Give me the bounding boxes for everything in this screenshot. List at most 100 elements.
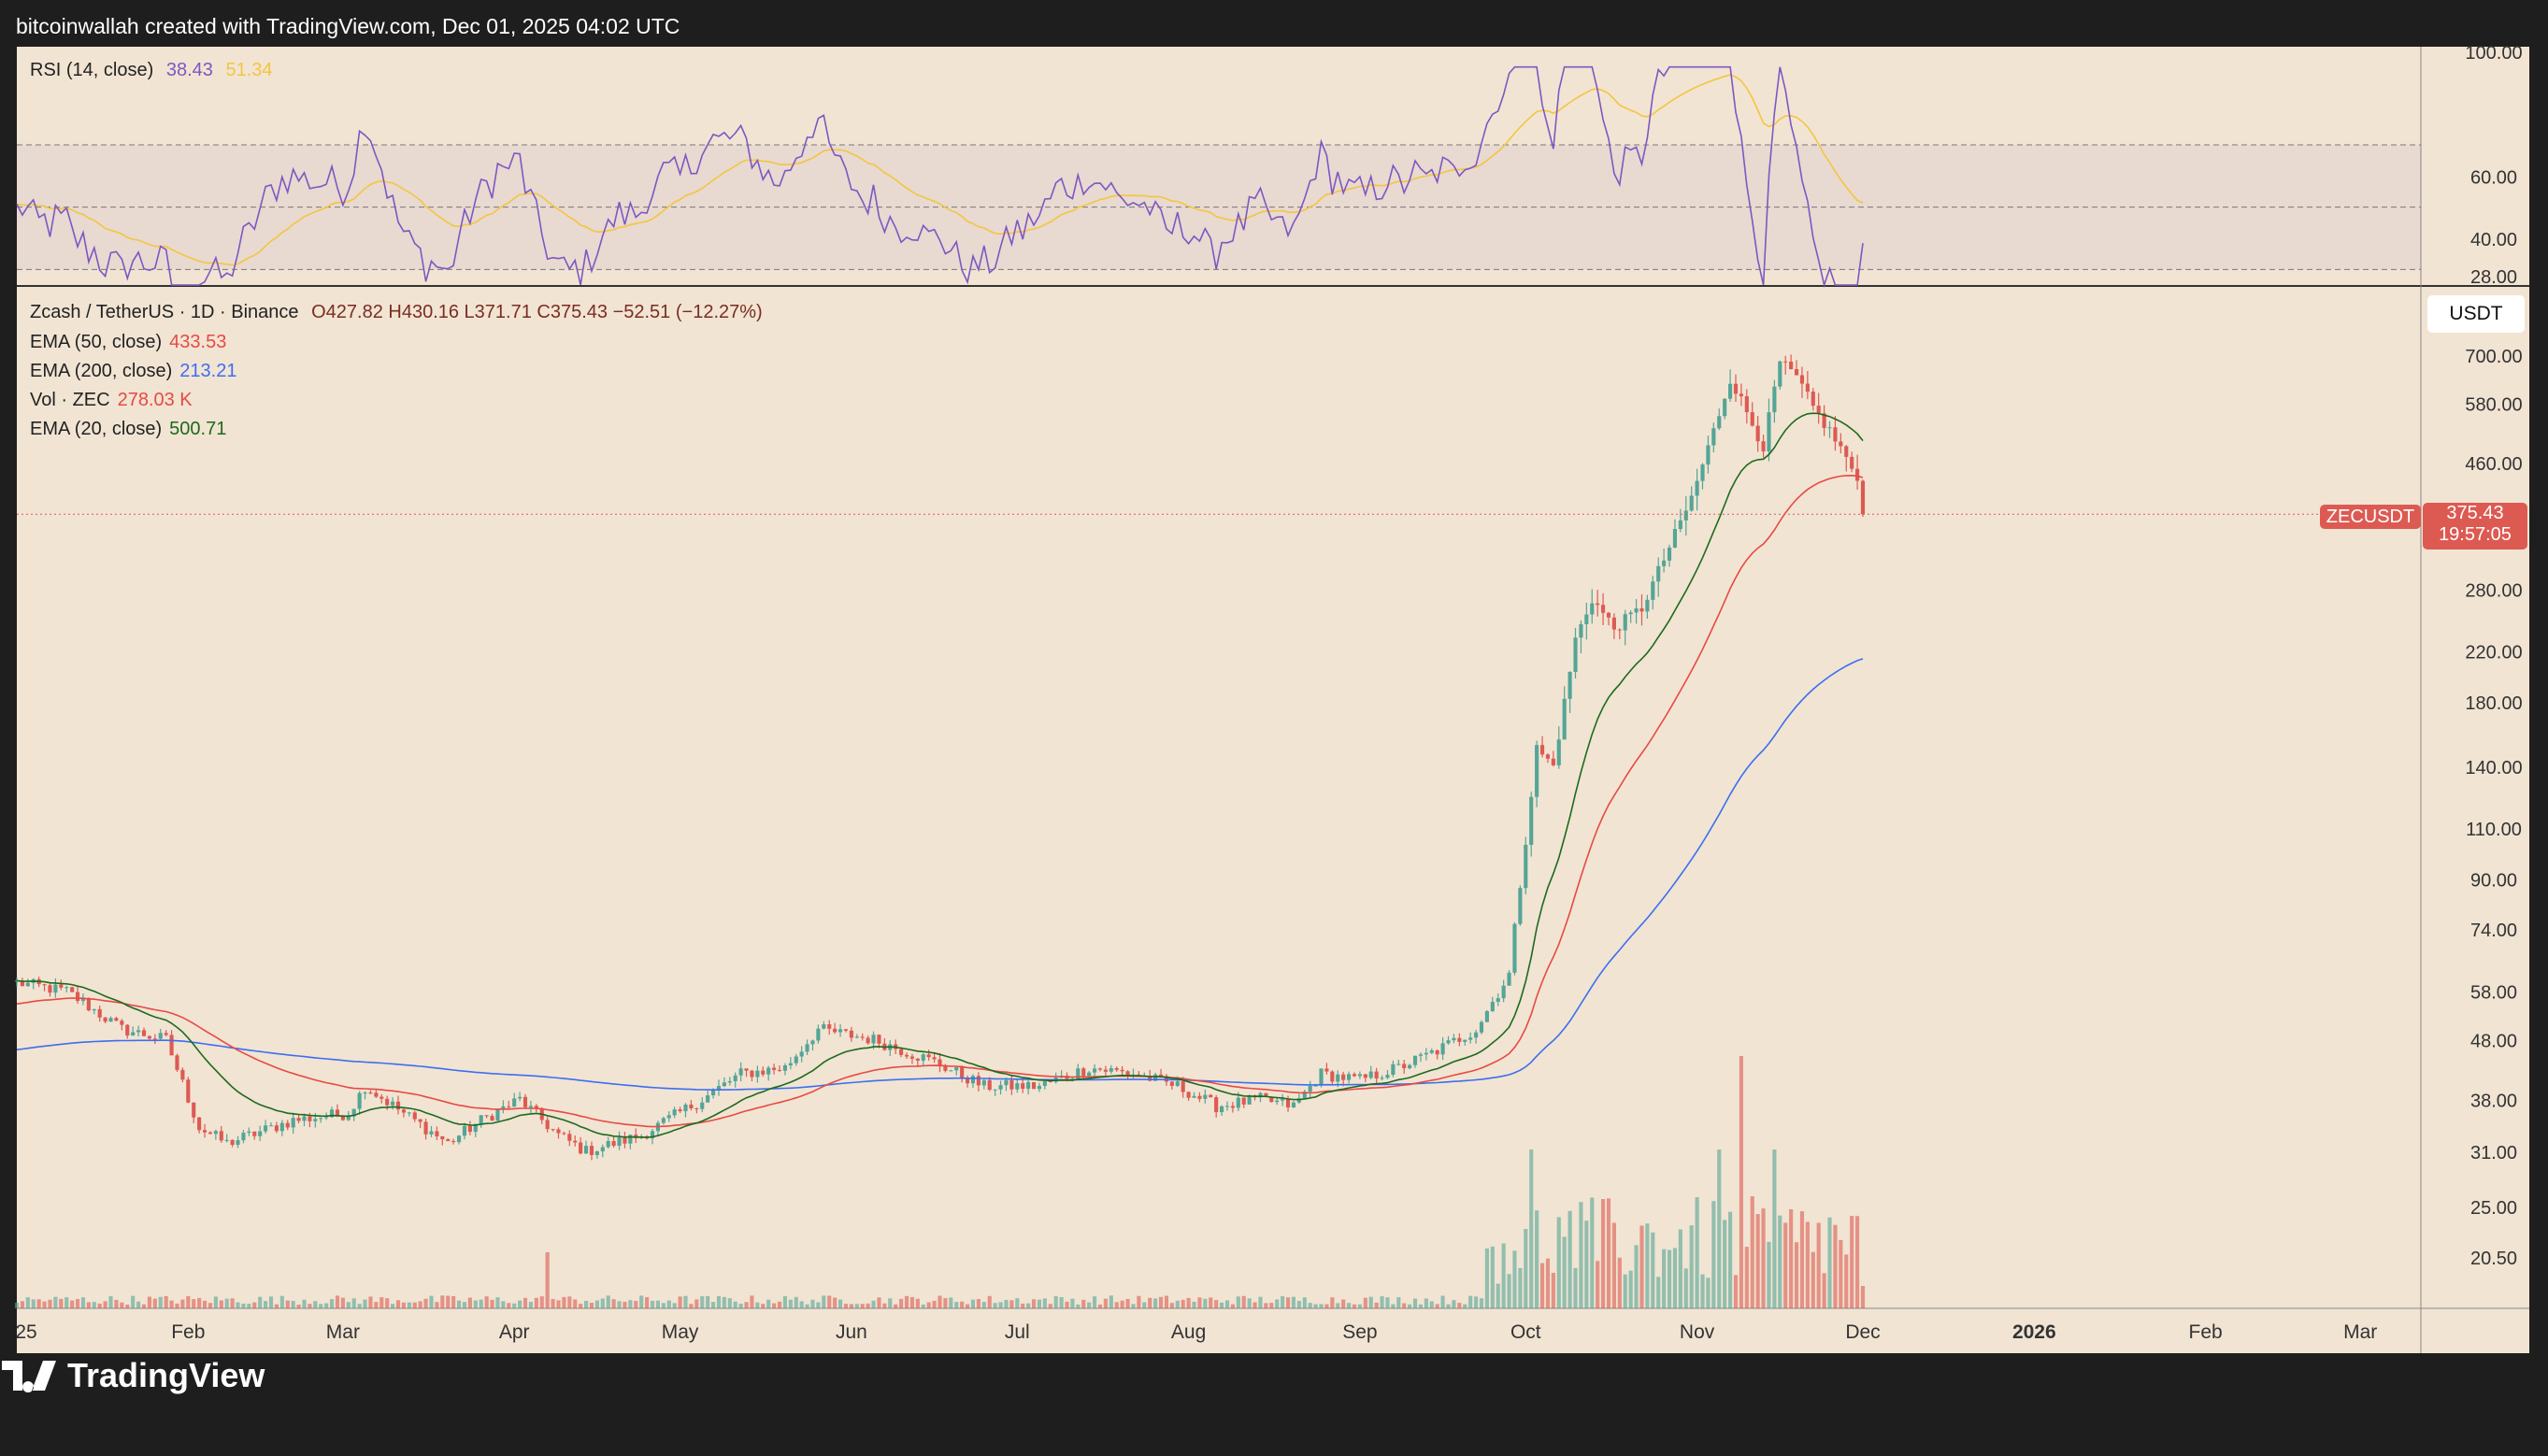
volume-bar [313,1301,318,1308]
candle-body [1009,1079,1014,1090]
volume-bar [788,1299,793,1308]
candle-body [247,1131,251,1134]
tradingview-logo[interactable]: TradingView [0,1355,2548,1401]
candle-body [1596,603,1600,606]
volume-bar [467,1297,472,1308]
volume-bar [308,1304,312,1308]
candle-body [1479,1021,1484,1033]
volume-bar [1120,1300,1124,1308]
volume-bar [1678,1229,1682,1308]
volume-bar [655,1300,660,1308]
volume-bar [1529,1149,1534,1308]
volume-bar [589,1303,594,1308]
volume-bar [1535,1210,1539,1308]
candle-body [1496,998,1500,1002]
candle-body [501,1106,506,1110]
volume-bar [1611,1222,1616,1308]
candle-body [1169,1081,1174,1086]
price-tick-label: 38.00 [2470,1091,2517,1111]
candle-body [1783,361,1788,363]
volume-bar [1037,1299,1042,1308]
price-tick-label: 90.00 [2470,871,2517,892]
candle-body [1501,985,1506,999]
volume-bar [700,1296,705,1308]
volume-bar [562,1296,566,1308]
candle-body [219,1131,223,1141]
candle-body [368,1092,373,1094]
candle-body [395,1101,401,1110]
candle-body [1606,612,1611,618]
volume-bar [1606,1198,1611,1308]
volume-bar [1308,1303,1312,1308]
candle-body [152,1038,157,1040]
candle-body [108,1018,113,1022]
candle-body [1833,427,1838,442]
price-axis-pane [2421,47,2529,1308]
volume-bar [943,1298,948,1308]
volume-bar [1109,1295,1113,1308]
candle-body [467,1125,472,1133]
volume-bar [1169,1303,1174,1308]
volume-bar [1236,1296,1240,1308]
volume-bar [374,1302,379,1308]
volume-bar [1181,1299,1185,1308]
volume-bar [1158,1296,1164,1308]
candle-body [329,1109,335,1118]
candle-body [1103,1069,1108,1072]
volume-bar [202,1300,208,1308]
volume-bar [368,1296,373,1308]
volume-bar [75,1299,80,1308]
candle-body [230,1139,235,1146]
volume-bar [446,1295,451,1308]
candle-body [960,1067,965,1078]
candle-body [1623,614,1627,631]
volume-bar [279,1295,284,1308]
candle-body [490,1116,494,1121]
price-tick-label: 700.00 [2465,347,2522,367]
volume-bar [1584,1220,1589,1308]
candle-body [1175,1081,1180,1086]
time-tick-label: Mar [326,1321,360,1343]
price-tick-label: 25.00 [2470,1198,2517,1219]
rsi-tick-label: 28.00 [2470,267,2517,288]
candle-body [738,1068,743,1076]
volume-bar [1833,1224,1838,1308]
candle-body [1662,560,1667,566]
volume-bar [1281,1295,1285,1308]
volume-bar [97,1303,102,1308]
candle-body [943,1066,948,1071]
volume-bar [490,1299,494,1308]
volume-bar [264,1301,268,1308]
volume-bar [866,1303,870,1308]
volume-bar [213,1296,218,1308]
volume-bar [1418,1304,1424,1308]
volume-bar [1368,1296,1373,1308]
volume-bar [1247,1298,1252,1308]
candle-body [1418,1054,1424,1056]
candle-body [981,1079,986,1086]
candle-body [252,1131,257,1136]
candle-body [1767,412,1771,451]
volume-bar [423,1298,428,1308]
price-chart[interactable]: 100.00 60.00 40.00 28.00 700.00 580.00 460.00 2… [0,0,2548,1355]
candle-body [192,1102,196,1118]
time-tick-label: Mar [2343,1321,2377,1343]
volume-bar [534,1297,538,1308]
currency-button[interactable]: USDT [2427,295,2525,333]
price-tick-label: 20.50 [2470,1249,2517,1269]
volume-bar [346,1302,351,1308]
candle-body [131,1032,136,1036]
volume-bar [1567,1210,1572,1308]
candle-body [1363,1074,1367,1078]
candle-body [296,1118,301,1121]
candle-body [1518,888,1523,924]
candle-body [1214,1097,1219,1113]
candle-body [1689,495,1694,511]
volume-bar [296,1304,301,1308]
volume-bar [319,1304,323,1308]
volume-bar [70,1300,75,1308]
volume-bar [938,1295,942,1308]
volume-bar [1711,1201,1716,1308]
candle-body [1750,412,1754,426]
time-tick-label: Nov [1680,1321,1715,1343]
